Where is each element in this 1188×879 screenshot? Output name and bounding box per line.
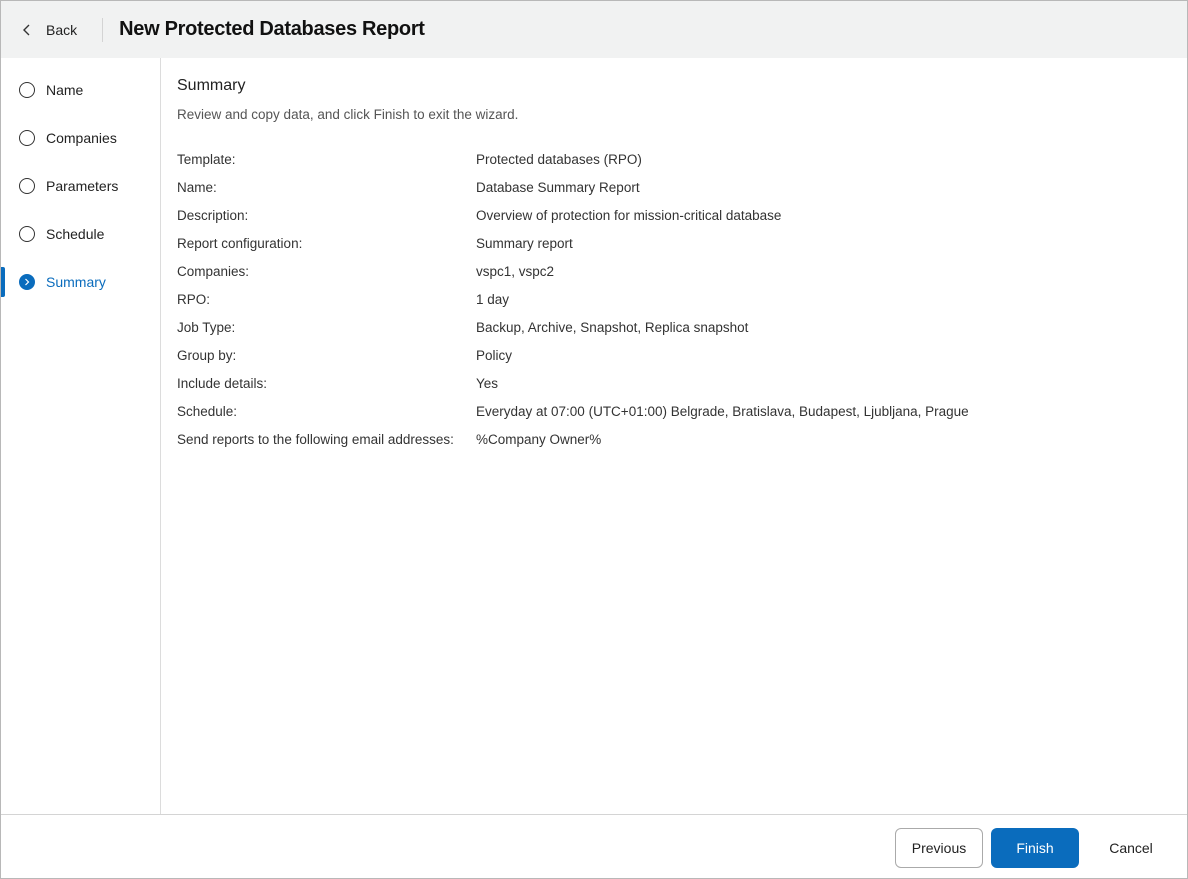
summary-key: Group by: [177, 348, 237, 363]
summary-value: Summary report [476, 236, 573, 251]
divider [102, 17, 104, 42]
summary-value: Protected databases (RPO) [476, 152, 642, 167]
summary-key: Include details: [177, 376, 268, 391]
summary-key: Description: [177, 208, 249, 223]
step-label: Parameters [46, 178, 119, 194]
step-label: Name [46, 82, 84, 98]
summary-row: Group by: Policy [177, 348, 1187, 376]
summary-value: Backup, Archive, Snapshot, Replica snaps… [476, 320, 749, 335]
wizard-steps: Name Companies Parameters Schedule Summa… [1, 58, 161, 814]
summary-value: Database Summary Report [476, 180, 640, 195]
section-description: Review and copy data, and click Finish t… [177, 107, 519, 122]
summary-value: Everyday at 07:00 (UTC+01:00) Belgrade, … [476, 404, 969, 419]
page-title: New Protected Databases Report [119, 18, 425, 40]
footer: Previous Finish Cancel [1, 814, 1187, 878]
summary-row: Job Type: Backup, Archive, Snapshot, Repl… [177, 320, 1187, 348]
summary-key: Report configuration: [177, 236, 303, 251]
summary-key: Schedule: [177, 404, 238, 419]
summary-row: RPO: 1 day [177, 292, 1187, 320]
header: Back New Protected Databases Report [1, 1, 1187, 58]
summary-row: Include details: Yes [177, 376, 1187, 404]
step-schedule[interactable]: Schedule [1, 210, 160, 258]
summary-key: Name: [177, 180, 217, 195]
summary-value: Yes [476, 376, 499, 391]
summary-panel: Summary Review and copy data, and click … [177, 58, 1187, 460]
summary-value: Policy [476, 348, 513, 363]
summary-key: RPO: [177, 292, 211, 307]
summary-key: Send reports to the following email addr… [177, 432, 454, 447]
summary-row: Template: Protected databases (RPO) [177, 152, 1187, 180]
summary-row: Name: Database Summary Report [177, 180, 1187, 208]
previous-button[interactable]: Previous [895, 828, 983, 868]
step-label: Companies [46, 130, 117, 146]
summary-key: Job Type: [177, 320, 236, 335]
step-circle-icon [19, 226, 35, 242]
summary-value: 1 day [476, 292, 510, 307]
summary-row: Schedule: Everyday at 07:00 (UTC+01:00) B… [177, 404, 1187, 432]
back-label: Back [46, 21, 78, 38]
step-name[interactable]: Name [1, 66, 160, 114]
step-label: Summary [46, 274, 106, 290]
summary-row: Report configuration: Summary report [177, 236, 1187, 264]
section-heading: Summary [177, 77, 246, 94]
summary-value: Overview of protection for mission-criti… [476, 208, 782, 223]
summary-row: Description: Overview of protection for m… [177, 208, 1187, 236]
summary-key: Companies: [177, 264, 250, 279]
chevron-right-circle-icon [19, 274, 35, 290]
summary-value: %Company Owner% [476, 432, 602, 447]
step-parameters[interactable]: Parameters [1, 162, 160, 210]
back-button[interactable]: Back [23, 22, 77, 38]
summary-row: Companies: vspc1, vspc2 [177, 264, 1187, 292]
step-circle-icon [19, 130, 35, 146]
step-circle-icon [19, 178, 35, 194]
step-summary[interactable]: Summary [1, 258, 160, 306]
chevron-left-icon [23, 24, 30, 35]
step-label: Schedule [46, 226, 105, 242]
finish-button[interactable]: Finish [991, 828, 1079, 868]
summary-value: vspc1, vspc2 [476, 264, 555, 279]
cancel-button[interactable]: Cancel [1109, 840, 1153, 856]
summary-row: Send reports to the following email addr… [177, 432, 1187, 460]
summary-key: Template: [177, 152, 236, 167]
step-circle-icon [19, 82, 35, 98]
summary-list: Template: Protected databases (RPO) Name: D… [177, 152, 1187, 460]
step-companies[interactable]: Companies [1, 114, 160, 162]
